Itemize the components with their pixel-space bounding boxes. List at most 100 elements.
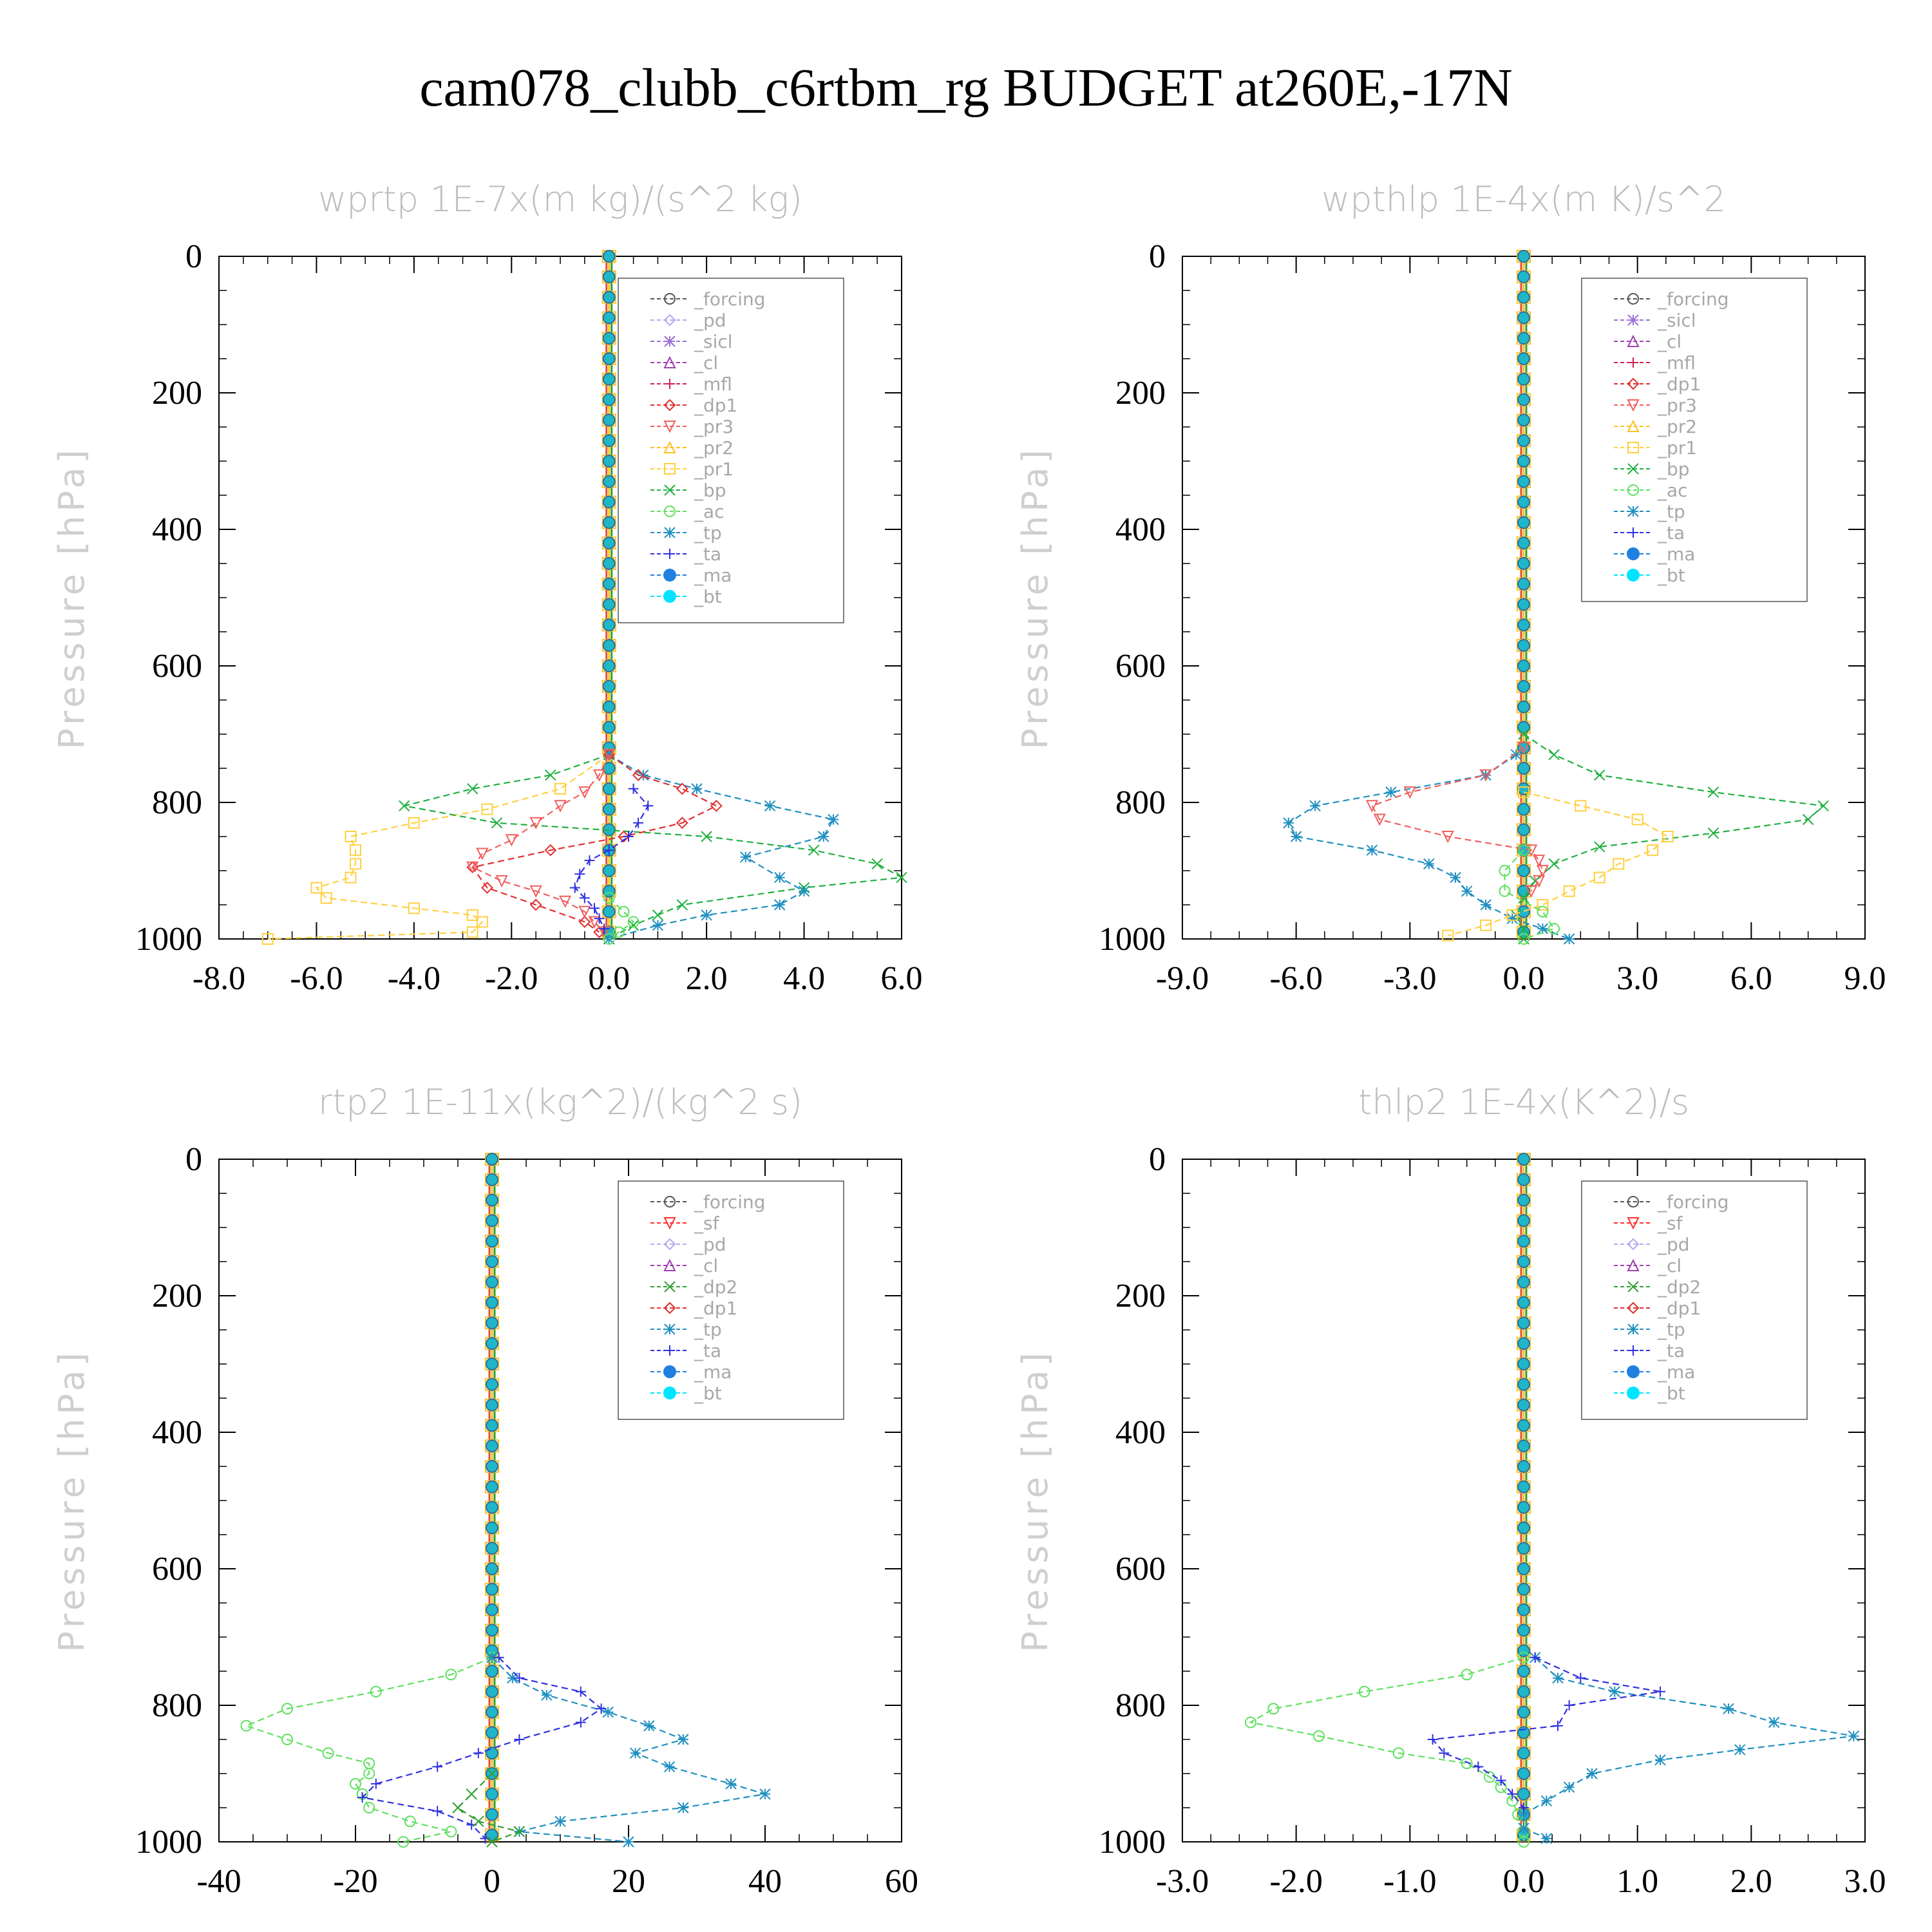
data-point <box>1564 1700 1575 1710</box>
x-tick-label: 3.0 <box>1616 960 1658 997</box>
zero-profile-marker <box>486 1275 498 1289</box>
legend-label: _bt <box>1657 1383 1685 1404</box>
data-point <box>1654 1754 1666 1766</box>
data-point <box>1518 933 1530 945</box>
data-point <box>1290 831 1302 842</box>
data-point <box>1480 919 1492 931</box>
data-point <box>1537 899 1549 911</box>
x-tick-label: 3.0 <box>1844 1863 1886 1900</box>
legend-label: _forcing <box>694 1191 766 1213</box>
legend-label: _pr2 <box>1657 416 1697 437</box>
data-point <box>370 1778 381 1789</box>
series-line <box>1447 791 1669 936</box>
data-point <box>1563 933 1575 945</box>
data-point <box>1365 800 1379 813</box>
legend-marker <box>1627 1387 1640 1399</box>
zero-profile-marker <box>1517 618 1530 632</box>
data-point <box>467 783 478 795</box>
x-tick-label: 2.0 <box>686 960 728 997</box>
x-tick-label: 60 <box>885 1863 918 1900</box>
data-point <box>579 893 590 904</box>
data-point <box>1442 929 1454 942</box>
data-point <box>1518 1651 1530 1663</box>
data-point <box>445 1826 457 1838</box>
data-point <box>554 800 567 813</box>
zero-profile-marker <box>486 1582 498 1596</box>
zero-profile-marker <box>1517 679 1530 693</box>
data-point <box>818 831 829 842</box>
legend-marker <box>664 293 676 305</box>
panel-title: wpthlp 1E-4x(m K)/s^2 <box>1321 179 1726 220</box>
legend-label: _sf <box>1657 1213 1683 1234</box>
legend-marker <box>1627 377 1640 390</box>
x-tick-label: 9.0 <box>1844 960 1886 997</box>
data-point <box>1613 858 1625 870</box>
chart-panel: thlp2 1E-4x(K^2)/s Pressure [hPa] 0 200 400 6… <box>1015 1082 1886 1900</box>
data-point <box>1403 786 1416 799</box>
zero-profile-marker <box>1517 1153 1530 1166</box>
data-point <box>603 748 616 762</box>
legend-label: _bp <box>1657 459 1690 480</box>
data-point <box>1506 909 1519 921</box>
y-tick-label: 800 <box>1115 1687 1166 1724</box>
data-point <box>322 1747 334 1759</box>
y-tick-label: 400 <box>1115 511 1166 548</box>
data-point <box>486 1652 498 1663</box>
zero-profile-marker <box>1517 1214 1530 1227</box>
zero-profile-marker <box>486 1153 498 1166</box>
legend-label: _ac <box>694 501 724 522</box>
zero-profile-marker <box>1517 290 1530 304</box>
data-point <box>676 782 688 795</box>
legend-marker <box>1627 1258 1640 1271</box>
data-point <box>1499 865 1511 876</box>
data-point <box>1734 1744 1746 1756</box>
series-line <box>609 753 835 940</box>
legend-label: _bt <box>694 1383 722 1404</box>
data-point <box>481 803 493 815</box>
zero-profile-marker <box>1517 1193 1530 1207</box>
data-point <box>281 1703 293 1715</box>
x-tick-label: -20 <box>333 1863 377 1900</box>
data-point <box>1441 831 1454 844</box>
series-line <box>574 788 649 929</box>
legend-label: _tp <box>1657 1319 1685 1340</box>
zero-profile-marker <box>602 864 616 877</box>
legend-marker <box>663 569 676 582</box>
legend-label: _dp1 <box>1657 374 1701 395</box>
data-point <box>1631 813 1643 826</box>
figure-title: cam078_clubb_c6rtbm_rg BUDGET at260E,-17… <box>419 58 1513 118</box>
zero-profile-marker <box>1517 1705 1530 1719</box>
legend-marker <box>1627 293 1639 305</box>
data-point <box>1530 1652 1540 1663</box>
legend-label: _dp2 <box>1657 1276 1701 1298</box>
legend-label: _pr1 <box>694 459 734 480</box>
legend-marker <box>663 440 676 453</box>
y-axis-label: Pressure [hPa] <box>52 446 92 749</box>
y-tick-label: 600 <box>152 648 202 685</box>
y-tick-label: 1000 <box>1099 1824 1166 1861</box>
x-tick-label: -2.0 <box>1270 1863 1323 1900</box>
y-tick-label: 0 <box>185 1141 202 1178</box>
data-point <box>774 871 786 884</box>
zero-profile-marker <box>486 1214 498 1227</box>
y-tick-label: 200 <box>1115 375 1166 412</box>
legend-marker <box>1628 527 1638 538</box>
data-point <box>1548 858 1560 870</box>
data-point <box>1802 813 1814 826</box>
data-point <box>357 1792 368 1803</box>
data-point <box>1309 800 1321 812</box>
data-point <box>1536 865 1549 878</box>
zero-profile-marker <box>1517 372 1530 386</box>
series-line <box>1515 734 1825 939</box>
x-tick-label: 0 <box>484 1863 500 1900</box>
y-tick-label: 600 <box>1115 648 1166 685</box>
legend-marker <box>664 527 676 538</box>
data-point <box>452 1802 464 1814</box>
data-point <box>1540 1832 1553 1844</box>
data-point <box>652 909 664 921</box>
data-point <box>1575 800 1587 812</box>
zero-profile-marker <box>1517 1439 1530 1453</box>
zero-profile-marker <box>486 1624 498 1637</box>
data-point <box>627 920 639 931</box>
data-point <box>603 892 615 904</box>
